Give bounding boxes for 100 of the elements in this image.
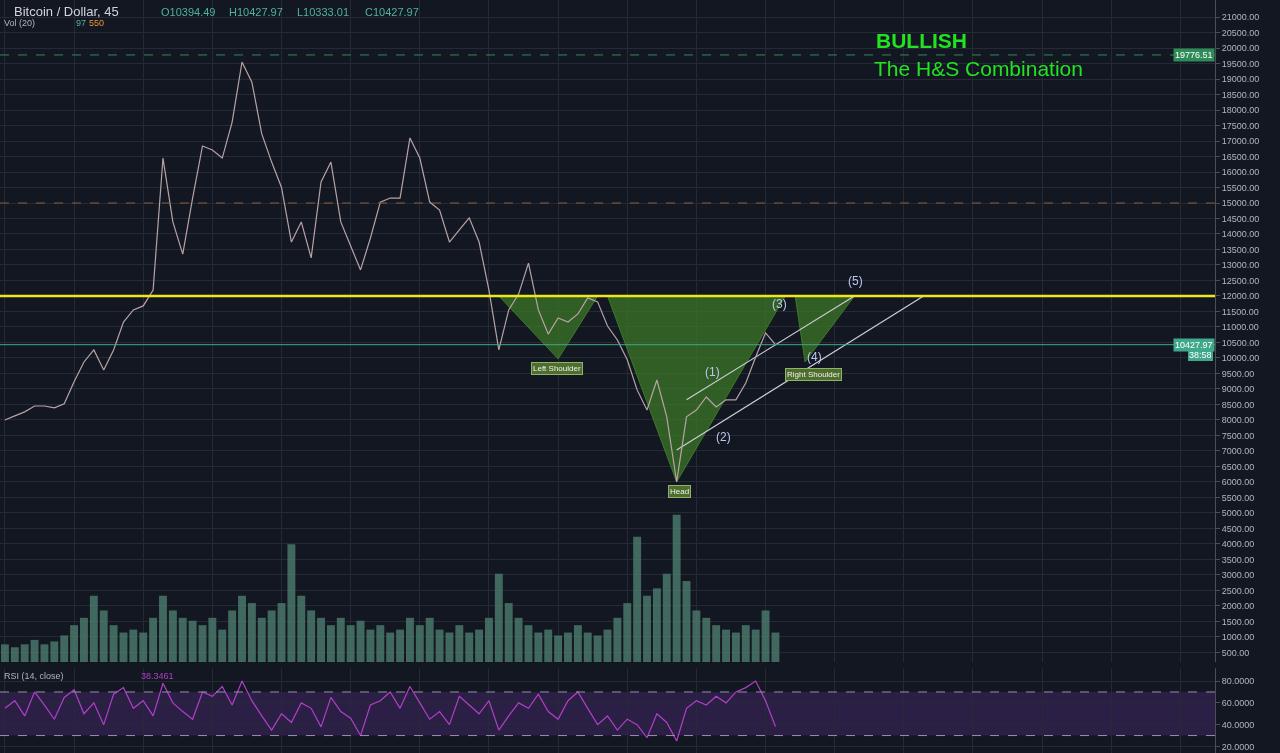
- y-tick-label: 1500.00: [1221, 616, 1255, 627]
- annotation: Right Shoulder: [787, 370, 841, 379]
- ref-line-label: 19776.51: [1175, 50, 1213, 60]
- bar: [564, 632, 572, 662]
- y-tick-label: 14000.00: [1221, 229, 1260, 240]
- y-tick-label: 10000.00: [1221, 353, 1260, 364]
- bar: [376, 625, 385, 662]
- bar: [238, 595, 246, 662]
- bar: [504, 603, 513, 662]
- y-tick-label: 15500.00: [1221, 182, 1260, 193]
- bar: [208, 617, 217, 662]
- bar: [544, 629, 553, 662]
- y-tick-label: 60.0000: [1221, 698, 1255, 709]
- annotation: 38.3461: [141, 671, 174, 681]
- bar: [218, 629, 227, 662]
- bar: [583, 632, 592, 662]
- ref-line-label: 10427.97: [1175, 340, 1213, 350]
- annotation: (1): [705, 365, 720, 379]
- y-tick-label: 12500.00: [1221, 275, 1260, 286]
- annotation: C10427.97: [365, 6, 419, 18]
- y-tick-label: 20.0000: [1221, 741, 1255, 752]
- annotation: Head: [670, 487, 690, 496]
- y-tick-label: 17500.00: [1221, 120, 1260, 131]
- annotation: The H&S Combination: [874, 57, 1083, 80]
- y-tick-label: 11500.00: [1221, 306, 1259, 317]
- bar: [741, 625, 750, 662]
- bar: [336, 617, 345, 662]
- annotation: (2): [716, 430, 731, 444]
- y-tick-label: 19000.00: [1221, 74, 1260, 85]
- bar: [40, 644, 49, 662]
- bar: [465, 632, 474, 662]
- y-tick-label: 1000.00: [1221, 632, 1255, 643]
- bar: [425, 617, 434, 662]
- y-tick-label: 18500.00: [1221, 89, 1260, 100]
- annotation: (4): [807, 350, 822, 364]
- bar: [396, 629, 405, 662]
- y-tick-label: 2500.00: [1221, 585, 1255, 596]
- y-tick-label: 3500.00: [1221, 554, 1255, 565]
- annotation: (3): [772, 297, 787, 311]
- bar: [692, 610, 701, 662]
- y-tick-label: 80.0000: [1221, 676, 1255, 687]
- bar: [0, 644, 9, 662]
- bar: [89, 595, 98, 662]
- annotation: H10427.97: [229, 6, 283, 18]
- bar: [485, 617, 493, 662]
- y-tick-label: 8500.00: [1221, 399, 1255, 410]
- bar: [188, 620, 197, 662]
- bar: [297, 595, 306, 662]
- bar: [346, 625, 355, 662]
- bar: [317, 617, 325, 662]
- y-tick-label: 6500.00: [1221, 461, 1255, 472]
- bar: [109, 625, 118, 662]
- bar: [257, 617, 266, 662]
- y-tick-label: 7500.00: [1221, 430, 1255, 441]
- bar: [712, 625, 721, 662]
- y-tick-label: 40.0000: [1221, 719, 1255, 730]
- y-tick-label: 13000.00: [1221, 260, 1260, 271]
- bar: [672, 514, 681, 662]
- bar: [405, 617, 414, 662]
- bar: [80, 617, 88, 662]
- bar: [60, 635, 69, 662]
- bar: [415, 625, 424, 662]
- bar: [514, 617, 523, 662]
- bar: [652, 588, 661, 662]
- bar: [573, 625, 582, 662]
- y-tick-label: 12000.00: [1221, 291, 1260, 302]
- bar: [159, 595, 167, 662]
- annotation: 550: [89, 18, 105, 28]
- bar: [287, 544, 296, 662]
- bar: [50, 641, 59, 662]
- y-tick-label: 9000.00: [1221, 384, 1255, 395]
- y-tick-label: 14500.00: [1221, 213, 1260, 224]
- y-tick-label: 6000.00: [1221, 477, 1255, 488]
- y-tick-label: 13500.00: [1221, 244, 1260, 255]
- y-tick-label: 3000.00: [1221, 570, 1255, 581]
- annotation: L10333.01: [297, 6, 349, 18]
- annotation: BULLISH: [876, 29, 967, 52]
- bar: [722, 629, 730, 662]
- bar: [494, 573, 503, 662]
- bar: [307, 610, 316, 662]
- bar: [662, 573, 671, 662]
- bar: [30, 639, 39, 662]
- y-tick-label: 4000.00: [1221, 539, 1255, 550]
- annotation: O10394.49: [161, 6, 216, 18]
- annotation: (5): [848, 274, 863, 288]
- bar: [20, 644, 29, 662]
- y-tick-label: 16500.00: [1221, 151, 1260, 162]
- annotation: 97: [76, 18, 87, 28]
- y-tick-label: 5000.00: [1221, 508, 1255, 519]
- y-tick-label: 500.00: [1221, 647, 1250, 658]
- y-tick-label: 7000.00: [1221, 446, 1255, 457]
- bar: [168, 610, 177, 662]
- y-tick-label: 15000.00: [1221, 198, 1260, 209]
- y-tick-label: 16000.00: [1221, 167, 1260, 178]
- bar: [731, 632, 740, 662]
- bar: [623, 603, 632, 662]
- bar: [139, 632, 148, 662]
- y-tick-label: 20000.00: [1221, 43, 1260, 54]
- y-tick-label: 19500.00: [1221, 58, 1260, 69]
- bar: [267, 610, 276, 662]
